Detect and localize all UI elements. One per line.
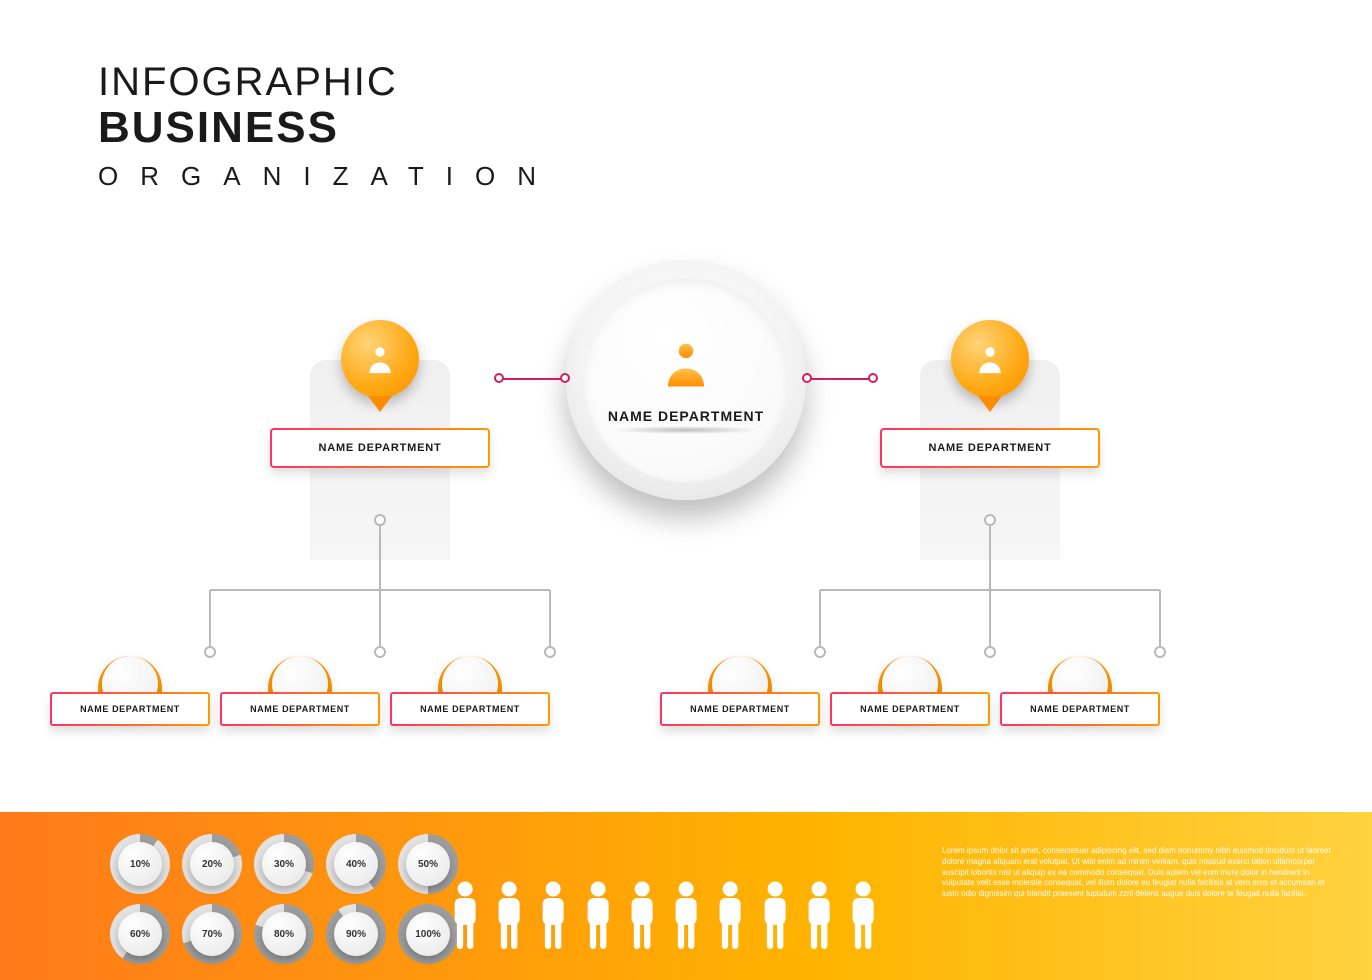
- leaf-label-box: NAME DEPARTMENT: [50, 692, 210, 726]
- leaf-label: NAME DEPARTMENT: [1030, 704, 1130, 714]
- gauge-50: 50%: [398, 834, 458, 894]
- footer-lorem-text: Lorem ipsum dolor sit amet, consectetuer…: [942, 846, 1332, 900]
- gauge-20: 20%: [182, 834, 242, 894]
- leaf-label: NAME DEPARTMENT: [860, 704, 960, 714]
- leaf-label-box: NAME DEPARTMENT: [390, 692, 550, 726]
- gauge-value: 20%: [190, 842, 234, 886]
- root-inner: NAME DEPARTMENT: [584, 278, 788, 482]
- gauge-value: 70%: [190, 912, 234, 956]
- connector-dot: [868, 373, 878, 383]
- gauge-10: 10%: [110, 834, 170, 894]
- person-icon: [760, 880, 790, 952]
- branch-pin-icon: [341, 320, 419, 398]
- footer-band: 10% 20% 30% 40% 50% 60% 70% 80% 90% 100%: [0, 812, 1372, 980]
- gauge-value: 50%: [406, 842, 450, 886]
- gauge-value: 100%: [406, 912, 450, 956]
- gauge-value: 40%: [334, 842, 378, 886]
- leaf-label: NAME DEPARTMENT: [80, 704, 180, 714]
- gauge-value: 10%: [118, 842, 162, 886]
- gauge-100: 100%: [398, 904, 458, 964]
- title-line-1: INFOGRAPHIC: [98, 60, 558, 105]
- connector-root-to-right: [806, 378, 872, 380]
- branch-pin-icon: [951, 320, 1029, 398]
- leaf-label-box: NAME DEPARTMENT: [660, 692, 820, 726]
- gauges-grid: 10% 20% 30% 40% 50% 60% 70% 80% 90% 100%: [110, 834, 458, 964]
- person-icon: [804, 880, 834, 952]
- branch-right-label-box: NAME DEPARTMENT: [880, 428, 1100, 468]
- person-icon: [450, 880, 480, 952]
- people-row: [450, 880, 878, 952]
- person-icon: [583, 880, 613, 952]
- root-label-shadow: [611, 426, 761, 434]
- person-icon: [494, 880, 524, 952]
- branch-left-label: NAME DEPARTMENT: [318, 442, 441, 454]
- leaf-label-box: NAME DEPARTMENT: [220, 692, 380, 726]
- branch-right-label: NAME DEPARTMENT: [928, 442, 1051, 454]
- leaf-label: NAME DEPARTMENT: [690, 704, 790, 714]
- leaf-label-box: NAME DEPARTMENT: [830, 692, 990, 726]
- person-icon: [538, 880, 568, 952]
- gauge-30: 30%: [254, 834, 314, 894]
- gauge-value: 80%: [262, 912, 306, 956]
- gauge-value: 30%: [262, 842, 306, 886]
- person-icon: [659, 337, 713, 396]
- person-icon: [715, 880, 745, 952]
- gauge-60: 60%: [110, 904, 170, 964]
- gauge-80: 80%: [254, 904, 314, 964]
- infographic-stage: INFOGRAPHIC BUSINESS ORGANIZATION NAME D…: [0, 0, 1372, 980]
- branch-left-label-box: NAME DEPARTMENT: [270, 428, 490, 468]
- leaf-label: NAME DEPARTMENT: [420, 704, 520, 714]
- person-icon: [627, 880, 657, 952]
- root-label: NAME DEPARTMENT: [608, 408, 764, 424]
- gauge-90: 90%: [326, 904, 386, 964]
- leaf-label-box: NAME DEPARTMENT: [1000, 692, 1160, 726]
- root-label-text: NAME DEPARTMENT: [608, 408, 764, 424]
- person-icon: [848, 880, 878, 952]
- connector-dot: [560, 373, 570, 383]
- org-root-node: NAME DEPARTMENT: [566, 260, 806, 500]
- gauge-value: 60%: [118, 912, 162, 956]
- connector-dot: [494, 373, 504, 383]
- title-line-2: BUSINESS: [98, 103, 558, 153]
- gauge-value: 90%: [334, 912, 378, 956]
- gauge-40: 40%: [326, 834, 386, 894]
- title-block: INFOGRAPHIC BUSINESS ORGANIZATION: [98, 60, 558, 192]
- leaf-label: NAME DEPARTMENT: [250, 704, 350, 714]
- connector-root-to-left: [500, 378, 566, 380]
- gauge-70: 70%: [182, 904, 242, 964]
- title-line-3: ORGANIZATION: [98, 161, 558, 192]
- person-icon: [671, 880, 701, 952]
- connector-dot: [802, 373, 812, 383]
